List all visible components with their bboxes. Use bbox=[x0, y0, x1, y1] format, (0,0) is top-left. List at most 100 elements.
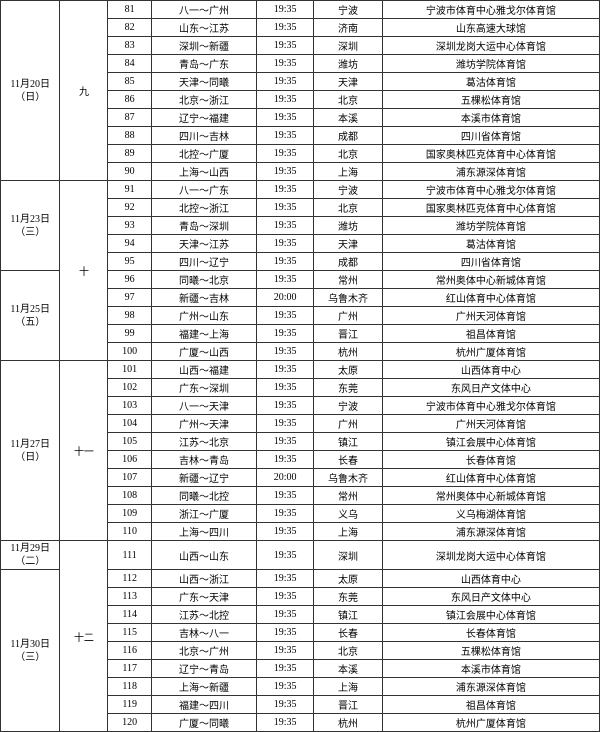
match-number: 86 bbox=[108, 91, 151, 109]
date-cell: 11月29日（二） bbox=[1, 541, 60, 570]
match-number: 106 bbox=[108, 451, 151, 469]
match-number: 107 bbox=[108, 469, 151, 487]
match-time: 19:35 bbox=[257, 606, 314, 624]
table-row: 11月29日（二）十二111山西～山东19:35深圳深圳龙岗大运中心体育馆 bbox=[1, 541, 600, 570]
match-venue: 葛沽体育馆 bbox=[382, 235, 599, 253]
round-cell: 十二 bbox=[60, 541, 108, 732]
match-city: 潍坊 bbox=[314, 217, 383, 235]
match-venue: 东风日产文体中心 bbox=[382, 588, 599, 606]
match-time: 19:35 bbox=[257, 307, 314, 325]
match-teams: 广厦～山西 bbox=[151, 343, 256, 361]
match-number: 87 bbox=[108, 109, 151, 127]
match-number: 83 bbox=[108, 37, 151, 55]
match-number: 98 bbox=[108, 307, 151, 325]
match-teams: 青岛～深圳 bbox=[151, 217, 256, 235]
match-venue: 宁波市体育中心雅戈尔体育馆 bbox=[382, 181, 599, 199]
match-time: 19:35 bbox=[257, 451, 314, 469]
match-teams: 八一～广东 bbox=[151, 181, 256, 199]
match-venue: 红山体育中心体育馆 bbox=[382, 289, 599, 307]
match-city: 乌鲁木齐 bbox=[314, 469, 383, 487]
match-teams: 福建～上海 bbox=[151, 325, 256, 343]
match-time: 19:35 bbox=[257, 73, 314, 91]
match-venue: 五棵松体育馆 bbox=[382, 642, 599, 660]
schedule-table: 11月20日（日）九81八一～广州19:35宁波宁波市体育中心雅戈尔体育馆82山… bbox=[0, 0, 600, 732]
match-venue: 浦东源深体育馆 bbox=[382, 678, 599, 696]
match-venue: 山西体育中心 bbox=[382, 361, 599, 379]
match-city: 北京 bbox=[314, 145, 383, 163]
match-number: 88 bbox=[108, 127, 151, 145]
match-venue: 常州奥体中心新城体育馆 bbox=[382, 487, 599, 505]
match-number: 115 bbox=[108, 624, 151, 642]
match-number: 116 bbox=[108, 642, 151, 660]
match-venue: 杭州广厦体育馆 bbox=[382, 343, 599, 361]
match-time: 19:35 bbox=[257, 523, 314, 541]
match-city: 北京 bbox=[314, 642, 383, 660]
match-city: 太原 bbox=[314, 361, 383, 379]
match-time: 20:00 bbox=[257, 469, 314, 487]
match-time: 19:35 bbox=[257, 361, 314, 379]
match-number: 82 bbox=[108, 19, 151, 37]
match-time: 19:35 bbox=[257, 642, 314, 660]
match-venue: 潍坊学院体育馆 bbox=[382, 55, 599, 73]
table-row: 11月27日（日）十一101山西～福建19:35太原山西体育中心 bbox=[1, 361, 600, 379]
match-teams: 吉林～青岛 bbox=[151, 451, 256, 469]
match-time: 19:35 bbox=[257, 127, 314, 145]
match-venue: 镇江会展中心体育馆 bbox=[382, 606, 599, 624]
match-time: 19:35 bbox=[257, 91, 314, 109]
match-teams: 辽宁～青岛 bbox=[151, 660, 256, 678]
match-city: 宁波 bbox=[314, 397, 383, 415]
match-time: 19:35 bbox=[257, 235, 314, 253]
match-teams: 新疆～辽宁 bbox=[151, 469, 256, 487]
match-venue: 镇江会展中心体育馆 bbox=[382, 433, 599, 451]
match-city: 宁波 bbox=[314, 181, 383, 199]
match-time: 19:35 bbox=[257, 271, 314, 289]
match-time: 19:35 bbox=[257, 696, 314, 714]
match-teams: 山东～江苏 bbox=[151, 19, 256, 37]
match-city: 深圳 bbox=[314, 37, 383, 55]
match-teams: 北控～浙江 bbox=[151, 199, 256, 217]
match-venue: 山东高速大球馆 bbox=[382, 19, 599, 37]
match-venue: 广州天河体育馆 bbox=[382, 415, 599, 433]
match-venue: 国家奥林匹克体育中心体育馆 bbox=[382, 199, 599, 217]
match-time: 19:35 bbox=[257, 145, 314, 163]
match-teams: 四川～吉林 bbox=[151, 127, 256, 145]
match-city: 常州 bbox=[314, 487, 383, 505]
match-venue: 祖昌体育馆 bbox=[382, 696, 599, 714]
match-time: 19:35 bbox=[257, 588, 314, 606]
match-number: 95 bbox=[108, 253, 151, 271]
match-teams: 山西～浙江 bbox=[151, 570, 256, 588]
match-number: 108 bbox=[108, 487, 151, 505]
match-venue: 红山体育中心体育馆 bbox=[382, 469, 599, 487]
round-cell: 九 bbox=[60, 1, 108, 181]
match-teams: 广州～山东 bbox=[151, 307, 256, 325]
match-time: 19:35 bbox=[257, 55, 314, 73]
match-venue: 广州天河体育馆 bbox=[382, 307, 599, 325]
match-city: 宁波 bbox=[314, 1, 383, 19]
date-cell: 11月27日（日） bbox=[1, 361, 60, 541]
match-city: 杭州 bbox=[314, 714, 383, 732]
match-teams: 天津～同曦 bbox=[151, 73, 256, 91]
match-time: 19:35 bbox=[257, 109, 314, 127]
match-number: 90 bbox=[108, 163, 151, 181]
match-number: 120 bbox=[108, 714, 151, 732]
match-number: 89 bbox=[108, 145, 151, 163]
match-number: 114 bbox=[108, 606, 151, 624]
match-number: 94 bbox=[108, 235, 151, 253]
match-number: 81 bbox=[108, 1, 151, 19]
match-teams: 四川～辽宁 bbox=[151, 253, 256, 271]
match-teams: 江苏～北京 bbox=[151, 433, 256, 451]
match-venue: 深圳龙岗大运中心体育馆 bbox=[382, 37, 599, 55]
match-teams: 广东～天津 bbox=[151, 588, 256, 606]
match-number: 119 bbox=[108, 696, 151, 714]
match-number: 110 bbox=[108, 523, 151, 541]
match-city: 天津 bbox=[314, 73, 383, 91]
match-city: 深圳 bbox=[314, 541, 383, 570]
match-venue: 本溪市体育馆 bbox=[382, 660, 599, 678]
match-teams: 山西～山东 bbox=[151, 541, 256, 570]
match-time: 19:35 bbox=[257, 325, 314, 343]
match-venue: 义乌梅湖体育馆 bbox=[382, 505, 599, 523]
match-teams: 江苏～北控 bbox=[151, 606, 256, 624]
match-number: 93 bbox=[108, 217, 151, 235]
match-venue: 葛沽体育馆 bbox=[382, 73, 599, 91]
match-time: 19:35 bbox=[257, 379, 314, 397]
